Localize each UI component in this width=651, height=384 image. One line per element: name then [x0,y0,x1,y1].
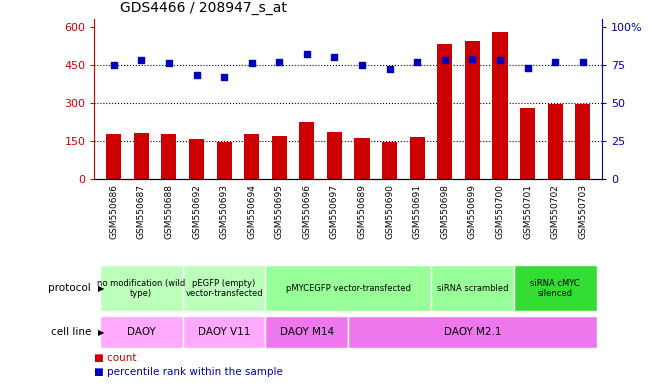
Text: GSM550688: GSM550688 [165,184,173,239]
Bar [437,45,452,179]
Text: GSM550687: GSM550687 [137,184,146,239]
Point [163,60,174,66]
Point [219,74,229,80]
Point [385,66,395,72]
Bar [299,122,314,179]
Bar [409,137,425,179]
Text: siRNA scrambled: siRNA scrambled [437,284,508,293]
Text: pMYCEGFP vector-transfected: pMYCEGFP vector-transfected [286,284,411,293]
Bar [100,316,183,348]
Text: GSM550692: GSM550692 [192,184,201,239]
Bar [133,133,149,179]
Text: GSM550699: GSM550699 [468,184,477,239]
Bar [382,142,397,179]
Bar [327,132,342,179]
Point [577,59,588,65]
Text: GSM550694: GSM550694 [247,184,256,239]
Bar [355,138,370,179]
Bar [217,142,232,179]
Text: pEGFP (empty)
vector-transfected: pEGFP (empty) vector-transfected [186,279,263,298]
Bar [492,32,508,179]
Text: GSM550695: GSM550695 [275,184,284,239]
Text: GSM550691: GSM550691 [413,184,422,239]
Text: ▶: ▶ [98,284,104,293]
Text: cell line: cell line [51,327,91,337]
Bar [161,134,176,179]
Point [191,72,202,78]
Text: GSM550701: GSM550701 [523,184,532,239]
Point [467,56,478,62]
Bar [183,316,266,348]
Point [136,57,146,63]
Point [301,51,312,57]
Bar [183,265,266,311]
Text: GDS4466 / 208947_s_at: GDS4466 / 208947_s_at [120,2,286,15]
Point [247,60,257,66]
Point [439,57,450,63]
Bar [547,104,563,179]
Text: GSM550686: GSM550686 [109,184,118,239]
Text: DAOY M2.1: DAOY M2.1 [444,327,501,337]
Point [412,59,422,65]
Point [329,54,340,60]
Text: ▶: ▶ [98,328,104,337]
Bar [514,265,597,311]
Bar [348,316,597,348]
Text: siRNA cMYC
silenced: siRNA cMYC silenced [531,279,580,298]
Bar [266,316,348,348]
Text: DAOY M14: DAOY M14 [280,327,334,337]
Point [274,59,284,65]
Text: DAOY: DAOY [127,327,156,337]
Bar [431,265,514,311]
Point [495,57,505,63]
Text: DAOY V11: DAOY V11 [198,327,250,337]
Bar [465,41,480,179]
Bar [189,139,204,179]
Point [523,65,533,71]
Point [109,62,119,68]
Text: no modification (wild
type): no modification (wild type) [97,279,186,298]
Bar [575,104,590,179]
Text: GSM550697: GSM550697 [330,184,339,239]
Bar [271,136,287,179]
Text: GSM550700: GSM550700 [495,184,505,239]
Text: protocol: protocol [48,283,91,293]
Text: GSM550689: GSM550689 [357,184,367,239]
Text: GSM550698: GSM550698 [440,184,449,239]
Text: ■ percentile rank within the sample: ■ percentile rank within the sample [94,367,283,377]
Bar [244,134,259,179]
Text: GSM550690: GSM550690 [385,184,394,239]
Bar [106,134,121,179]
Point [550,59,561,65]
Text: GSM550693: GSM550693 [219,184,229,239]
Text: ■ count: ■ count [94,353,137,363]
Bar [266,265,431,311]
Bar [520,108,535,179]
Point [357,62,367,68]
Bar [100,265,183,311]
Text: GSM550702: GSM550702 [551,184,560,239]
Text: GSM550703: GSM550703 [578,184,587,239]
Text: GSM550696: GSM550696 [303,184,311,239]
